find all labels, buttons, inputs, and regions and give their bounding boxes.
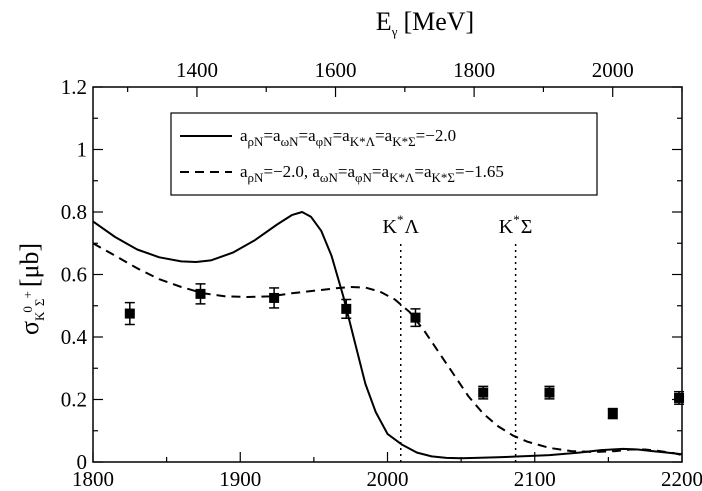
- x-bottom-tick-label: 2100: [514, 467, 556, 491]
- x-top-tick-label: 1600: [315, 58, 357, 82]
- top-axis-title: Eγ [MeV]: [376, 7, 474, 39]
- y-tick-label: 0.8: [61, 200, 87, 224]
- data-points-layer: [124, 283, 685, 420]
- data-point: [674, 390, 685, 405]
- series-dashed-line: [92, 242, 683, 457]
- data-point: [124, 301, 135, 326]
- x-top-tick-label: 1800: [453, 58, 495, 82]
- data-point: [544, 385, 555, 400]
- data-point: [478, 385, 489, 400]
- x-bottom-tick-label: 1900: [219, 467, 261, 491]
- legend-box: [170, 112, 598, 196]
- threshold-label: K*Λ: [383, 212, 420, 238]
- threshold-label: K*Σ: [499, 212, 533, 238]
- x-bottom-tick-label: 2200: [661, 467, 702, 491]
- y-tick-label: 0: [77, 450, 88, 474]
- x-bottom-tick-label: 1800: [72, 467, 114, 491]
- data-point: [607, 407, 618, 420]
- y-tick-label: 0.2: [61, 388, 87, 412]
- data-point: [195, 283, 206, 305]
- data-point: [410, 308, 421, 328]
- series-layer: [92, 211, 683, 460]
- series-solid-line: [92, 211, 683, 460]
- legend-label: aρN​=−2.0, aωN​=aφN​=aK*Λ​=aK*Σ​=−1.65: [240, 162, 504, 185]
- legend-label: aρN​=aωN​=aφN​=aK*Λ​=aK*Σ​=−2.0: [240, 126, 456, 149]
- legend: aρN​=aωN​=aφN​=aK*Λ​=aK*Σ​=−2.0 aρN​=−2.0…: [170, 112, 598, 196]
- y-axis-title: σK0Σ+[μb]: [15, 243, 47, 335]
- axis-ticks: 1800 1900 2000 2100 2200 1400 1600 1800 2000 0 0.2…: [61, 58, 702, 491]
- y-tick-label: 1.2: [61, 75, 87, 99]
- y-tick-label: 0.4: [61, 325, 88, 349]
- data-point: [341, 298, 352, 319]
- x-bottom-tick-label: 2000: [367, 467, 409, 491]
- x-top-tick-label: 1400: [176, 58, 218, 82]
- x-top-tick-label: 2000: [592, 58, 634, 82]
- data-point: [269, 287, 280, 309]
- y-tick-label: 1: [77, 138, 88, 162]
- threshold-layer: K*Λ K*Σ: [383, 212, 533, 462]
- y-tick-label: 0.6: [61, 263, 87, 287]
